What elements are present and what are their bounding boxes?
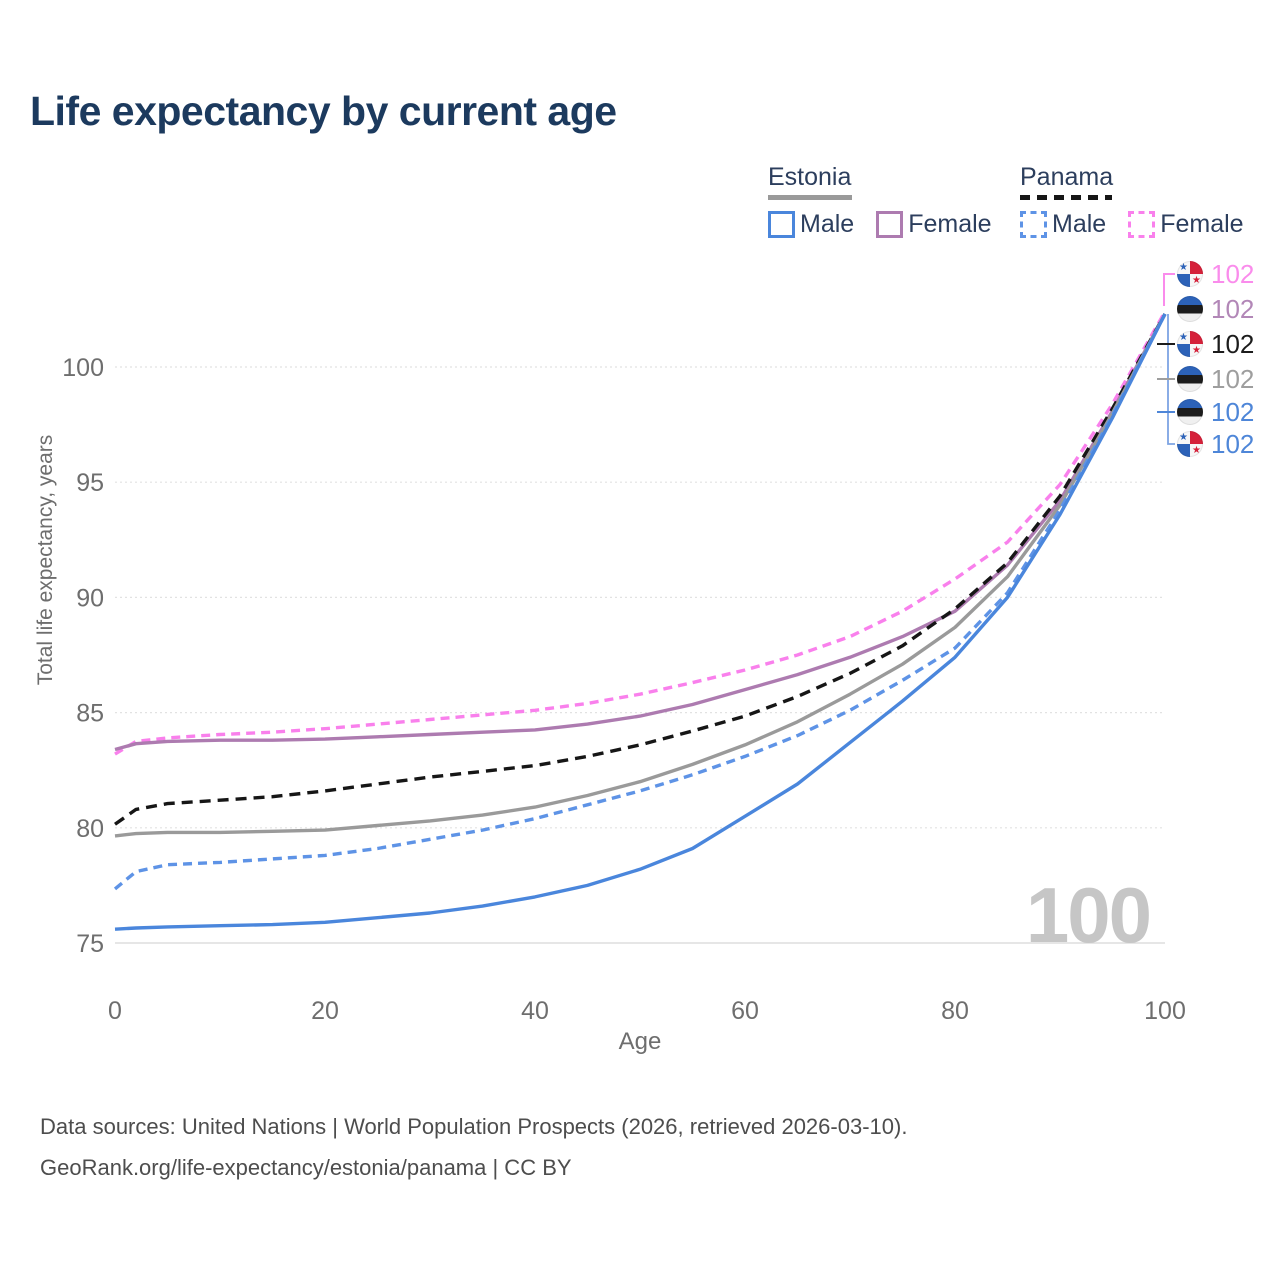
- legend-item-label: Male: [800, 210, 855, 238]
- x-tick-label: 60: [731, 997, 759, 1025]
- legend-item-estonia-female[interactable]: Female: [876, 210, 992, 239]
- end-label-panama-male: ★ ★ 102: [1177, 428, 1255, 459]
- series-line-panama-all-[interactable]: [114, 313, 1167, 826]
- panama-male-swatch: [1020, 211, 1047, 238]
- y-tick-label: 80: [76, 815, 104, 843]
- page-title: Life expectancy by current age: [30, 88, 617, 134]
- footer-data-sources: Data sources: United Nations | World Pop…: [40, 1114, 908, 1139]
- end-label-value: 102: [1211, 428, 1255, 459]
- x-tick-label: 100: [1144, 997, 1186, 1025]
- series-line-estonia-male[interactable]: [114, 313, 1167, 931]
- y-tick-label: 100: [62, 354, 104, 382]
- x-tick-label: 20: [311, 997, 339, 1025]
- end-label-estonia-female: 102: [1177, 293, 1255, 324]
- y-tick-label: 90: [76, 584, 104, 612]
- estonia-female-swatch: [876, 211, 904, 238]
- estonia-flag-icon: [1177, 366, 1203, 392]
- legend-item-panama-male[interactable]: Male: [1020, 210, 1106, 239]
- footer-attribution: GeoRank.org/life-expectancy/estonia/pana…: [40, 1155, 572, 1180]
- end-label-estonia-all: 102: [1177, 363, 1255, 394]
- panama-flag-icon: ★ ★: [1177, 261, 1203, 287]
- series-line-estonia-female[interactable]: [114, 313, 1167, 752]
- series-line-panama-male[interactable]: [113, 313, 1167, 891]
- series-line-estonia-all-[interactable]: [114, 313, 1167, 838]
- end-label-estonia-male: 102: [1177, 396, 1255, 427]
- end-label-panama-all: ★ ★ 102: [1177, 328, 1255, 359]
- end-label-value: 102: [1211, 363, 1255, 394]
- estonia-male-swatch: [768, 211, 795, 238]
- estonia-line-style-swatch: [768, 195, 852, 200]
- x-tick-label: 40: [521, 997, 549, 1025]
- legend-group-estonia: Estonia Male Female: [768, 163, 1014, 239]
- end-label-connector: [1167, 314, 1175, 445]
- end-label-connector: [1163, 273, 1175, 306]
- legend-item-label: Female: [1160, 210, 1244, 238]
- legend-estonia-label[interactable]: Estonia: [768, 163, 852, 191]
- y-tick-label: 95: [76, 469, 104, 497]
- panama-flag-icon: ★ ★: [1177, 431, 1203, 457]
- legend-item-label: Female: [908, 210, 992, 238]
- estonia-flag-icon: [1177, 296, 1203, 322]
- y-tick-label: 75: [76, 930, 104, 958]
- end-label-value: 102: [1211, 328, 1255, 359]
- legend-group-panama: Panama Male Female: [1020, 163, 1266, 239]
- legend-panama-label[interactable]: Panama: [1020, 163, 1114, 191]
- x-tick-label: 0: [108, 997, 122, 1025]
- x-axis-title: Age: [618, 1028, 662, 1055]
- end-label-value: 102: [1211, 293, 1255, 324]
- series-line-panama-female[interactable]: [114, 310, 1167, 756]
- legend-item-estonia-male[interactable]: Male: [768, 210, 854, 239]
- panama-line-style-swatch: [1020, 195, 1112, 200]
- legend-item-label: Male: [1052, 210, 1107, 238]
- panama-female-swatch: [1128, 211, 1156, 238]
- x-tick-label: 80: [941, 997, 969, 1025]
- estonia-flag-icon: [1177, 399, 1203, 425]
- age-frame-watermark: 100: [1025, 871, 1152, 959]
- footer: Data sources: United Nations | World Pop…: [40, 1106, 907, 1188]
- end-label-value: 102: [1211, 258, 1255, 289]
- panama-flag-icon: ★ ★: [1177, 331, 1203, 357]
- end-label-value: 102: [1211, 396, 1255, 427]
- legend-item-panama-female[interactable]: Female: [1128, 210, 1244, 239]
- end-label-panama-female: ★ ★ 102: [1177, 258, 1255, 289]
- y-tick-label: 85: [76, 700, 104, 728]
